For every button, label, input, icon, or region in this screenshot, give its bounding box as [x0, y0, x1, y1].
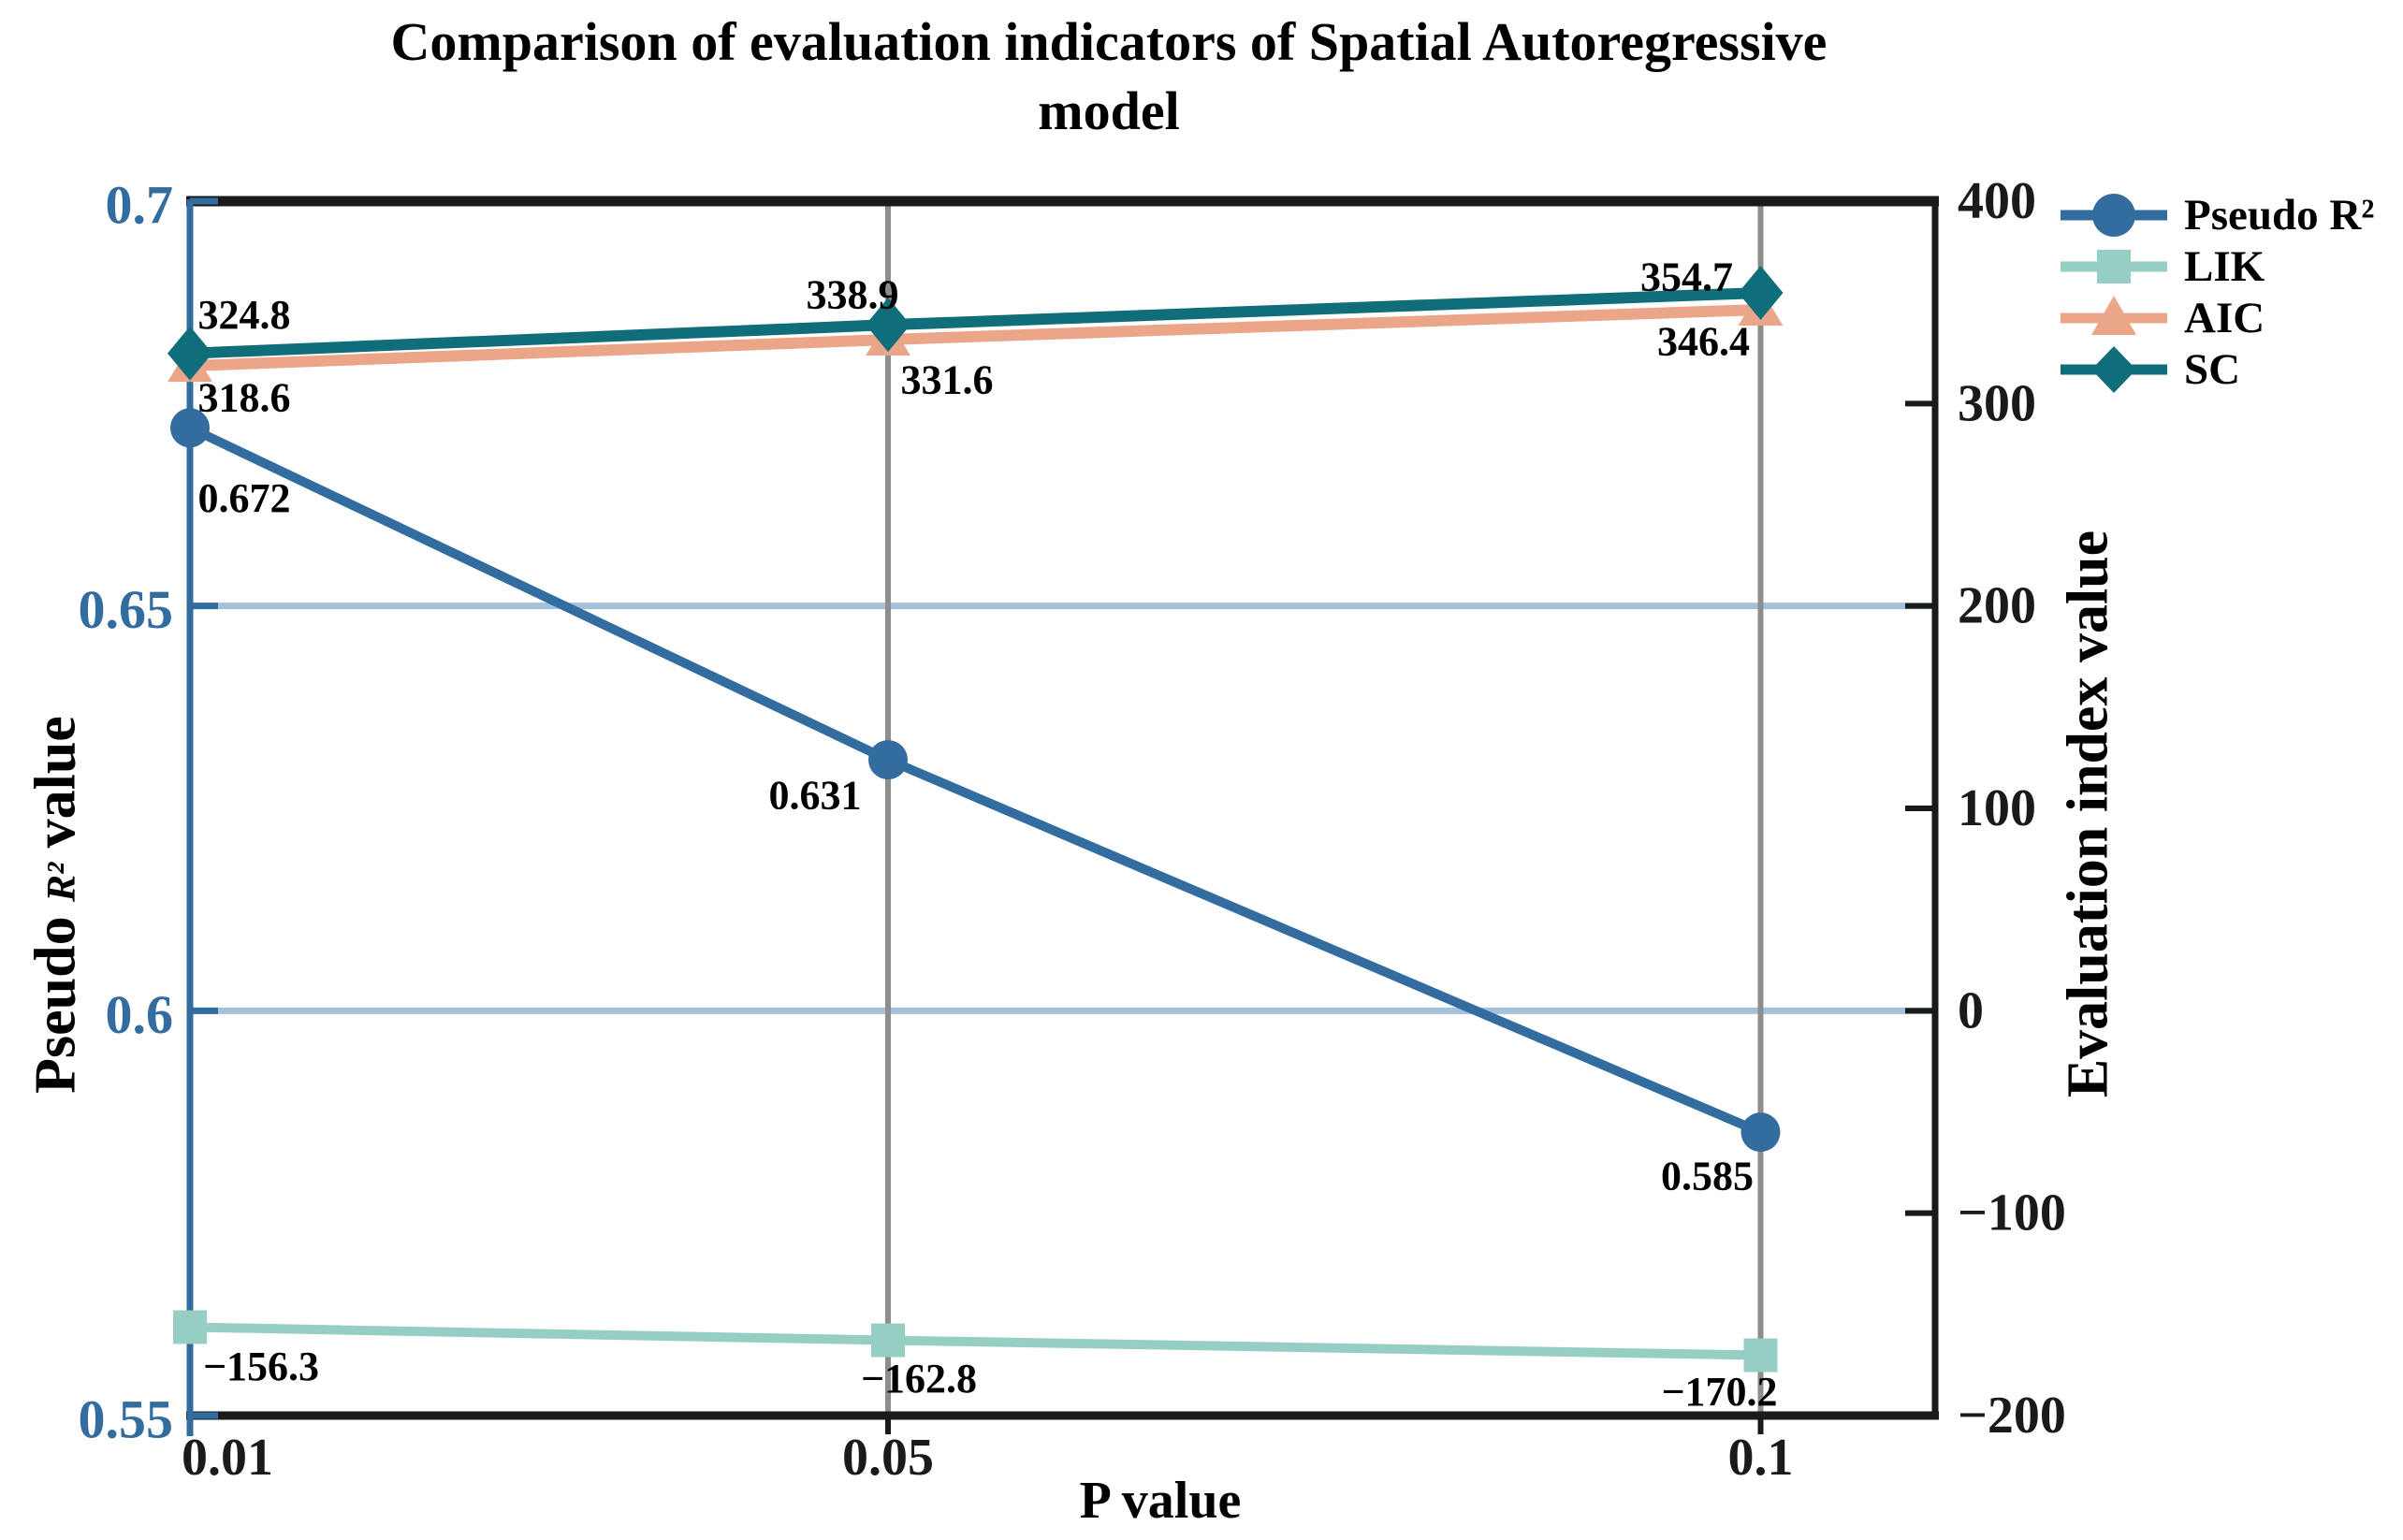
left-tick-label: 0.55 — [79, 1389, 174, 1450]
data-label-AIC: 318.6 — [198, 375, 291, 421]
data-label-SC: 338.9 — [807, 272, 899, 318]
chart-title-line2: model — [1038, 80, 1180, 142]
data-label-LIK: −162.8 — [861, 1356, 977, 1402]
legend-item-SC: SC — [2059, 343, 2374, 395]
y-axis-right-title: Evaluation index value — [2056, 530, 2120, 1098]
legend-label: SC — [2184, 344, 2241, 394]
legend-item-Pseudo R²: Pseudo R² — [2059, 189, 2374, 240]
circle-glyph — [2092, 193, 2135, 237]
data-point-LIK — [871, 1323, 905, 1358]
left-tick-label: 0.65 — [79, 579, 174, 640]
legend-marker-triangle-icon — [2061, 295, 2167, 335]
legend-item-AIC: AIC — [2059, 292, 2374, 343]
square-glyph — [2097, 249, 2131, 283]
chart-title-line1: Comparison of evaluation indicators of S… — [390, 11, 1828, 72]
data-point-Pseudo R² — [170, 408, 210, 448]
x-tick-label: 0.05 — [842, 1429, 934, 1487]
data-label-Pseudo R²: 0.672 — [198, 475, 291, 521]
legend-label: LIK — [2184, 241, 2265, 291]
legend-marker-square-icon — [2061, 249, 2167, 283]
series-line-LIK — [189, 1322, 1761, 1360]
right-tick-label: 100 — [1958, 779, 2036, 837]
left-tick-label: 0.6 — [106, 984, 174, 1045]
legend-marker-circle-icon — [2061, 193, 2167, 237]
y-left-title-suffix: value — [23, 716, 88, 863]
y-left-title-prefix: Pseudo — [23, 901, 88, 1094]
left-tick-label: 0.7 — [106, 175, 174, 236]
right-tick-label: 400 — [1958, 172, 2036, 230]
right-tick-label: −100 — [1958, 1184, 2066, 1242]
data-label-AIC: 346.4 — [1657, 318, 1750, 364]
data-point-LIK — [1743, 1338, 1778, 1373]
legend-item-LIK: LIK — [2059, 240, 2374, 292]
right-tick-label: 0 — [1958, 981, 1984, 1039]
x-tick-label: 0.1 — [1728, 1429, 1794, 1487]
y-left-title-math: R² — [38, 862, 84, 902]
data-point-SC — [866, 298, 910, 353]
data-label-SC: 324.8 — [198, 292, 291, 338]
legend-label: AIC — [2184, 293, 2265, 342]
legend-label: Pseudo R² — [2184, 190, 2375, 240]
data-label-SC: 354.7 — [1640, 254, 1733, 299]
data-label-LIK: −170.2 — [1661, 1369, 1777, 1415]
chart-title: Comparison of evaluation indicators of S… — [0, 7, 2218, 146]
right-tick-label: 200 — [1958, 577, 2036, 635]
data-point-Pseudo R² — [1740, 1112, 1781, 1153]
data-point-SC — [167, 326, 212, 381]
data-label-AIC: 331.6 — [901, 356, 994, 402]
series-line-Pseudo R² — [187, 423, 1763, 1137]
right-tick-label: −200 — [1958, 1387, 2066, 1445]
right-tick-label: 300 — [1958, 374, 2036, 432]
diamond-glyph — [2091, 345, 2136, 393]
data-label-LIK: −156.3 — [203, 1344, 319, 1389]
data-label-Pseudo R²: 0.585 — [1661, 1154, 1754, 1199]
x-tick-label: 0.01 — [182, 1429, 273, 1487]
data-label-Pseudo R²: 0.631 — [769, 773, 862, 819]
legend: Pseudo R² LIK AIC SC — [2059, 189, 2374, 395]
triangle-glyph — [2091, 295, 2136, 335]
x-axis-title: P value — [1079, 1472, 1242, 1530]
data-point-LIK — [173, 1310, 207, 1344]
data-point-Pseudo R² — [868, 740, 908, 780]
legend-marker-diamond-icon — [2061, 345, 2167, 393]
y-axis-left-title: Pseudo R² value — [23, 716, 90, 1094]
data-point-SC — [1738, 265, 1784, 320]
